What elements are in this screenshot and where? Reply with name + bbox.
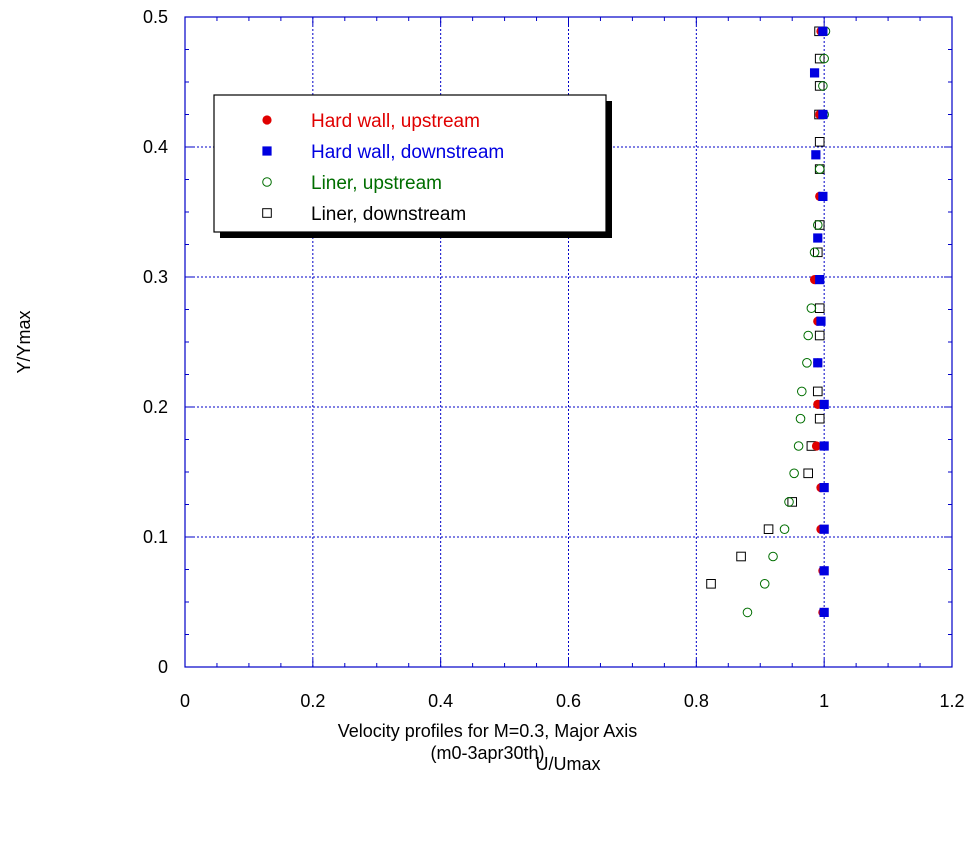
data-point — [784, 497, 794, 507]
legend-marker — [262, 208, 272, 218]
data-point — [809, 247, 820, 258]
data-point — [806, 303, 817, 314]
data-point — [803, 330, 813, 341]
data-point — [768, 551, 778, 562]
ticks — [184, 16, 953, 668]
data-point — [812, 247, 823, 258]
data-point — [706, 579, 716, 589]
data-point — [803, 468, 813, 479]
data-point — [819, 53, 829, 64]
x-tick-label: 0.4 — [428, 691, 453, 711]
y-axis-label: Y/Ymax — [14, 310, 34, 373]
data-point — [816, 316, 826, 326]
y-tick-label: 0 — [158, 657, 168, 677]
legend-items: Hard wall, upstream Hard wall, downstream… — [262, 111, 504, 225]
data-point — [812, 220, 823, 230]
x-tick-label: 1.2 — [939, 691, 964, 711]
data-point — [819, 566, 829, 576]
data-point — [814, 330, 825, 341]
caption: Velocity profiles for M=0.3, Major Axis … — [0, 720, 975, 764]
data-point — [819, 399, 829, 409]
data-point — [759, 579, 770, 589]
y-tick-label: 0.1 — [143, 527, 168, 547]
data-point — [793, 441, 804, 451]
legend-marker — [262, 146, 272, 156]
data-point — [818, 109, 828, 120]
data-point — [818, 191, 828, 201]
legend-box — [213, 94, 607, 233]
x-tick-label: 0.2 — [300, 691, 325, 711]
data-point — [814, 164, 825, 174]
data-point — [763, 524, 774, 535]
data-point — [819, 483, 829, 493]
y-tick-label: 0.2 — [143, 397, 168, 417]
data-point — [814, 303, 825, 313]
caption-line-1: Velocity profiles for M=0.3, Major Axis — [337, 721, 638, 741]
data-point — [814, 81, 825, 91]
y-tick-label: 0.5 — [143, 7, 168, 27]
data-point — [796, 386, 807, 397]
data-point — [742, 607, 753, 618]
data-point — [814, 53, 825, 64]
x-tick-label: 0.8 — [684, 691, 709, 711]
x-tick-label: 1 — [819, 691, 829, 711]
data-point — [819, 524, 829, 534]
data-point — [813, 233, 823, 243]
data-point — [814, 137, 825, 147]
y-tick-label: 0.4 — [143, 137, 168, 157]
y-tick-label: 0.3 — [143, 267, 168, 287]
data-point — [814, 220, 825, 230]
x-tick-label: 0 — [180, 691, 190, 711]
data-point — [819, 607, 829, 617]
data-point — [819, 441, 829, 451]
data-point — [818, 81, 828, 91]
data-point — [802, 358, 812, 368]
legend-label: Hard wall, downstream — [311, 142, 504, 163]
data-point — [814, 413, 825, 424]
legend: Hard wall, upstream Hard wall, downstream… — [213, 94, 612, 238]
x-tick-label: 0.6 — [556, 691, 581, 711]
data-point — [809, 68, 820, 78]
data-point — [818, 26, 828, 36]
data-points — [706, 26, 831, 618]
data-point — [779, 524, 790, 535]
data-point — [811, 150, 821, 160]
data-point — [811, 441, 822, 451]
data-point — [789, 468, 799, 479]
data-point — [795, 413, 806, 424]
data-point — [815, 275, 825, 285]
caption-line-2: (m0-3apr30th) — [430, 743, 545, 763]
legend-label: Liner, downstream — [311, 204, 466, 225]
legend-marker — [262, 115, 272, 125]
data-point — [787, 497, 798, 507]
legend-label: Liner, upstream — [311, 173, 442, 194]
legend-marker — [262, 177, 272, 187]
legend-label: Hard wall, upstream — [311, 111, 480, 132]
tick-labels: 0 0.2 0.4 0.6 0.8 1 1.2 0 0.1 0.2 0.3 0.4 0.5 — [143, 7, 965, 711]
data-point — [812, 386, 823, 397]
x-axis-label: U/Umax — [535, 754, 600, 774]
data-point — [736, 551, 746, 562]
data-point — [813, 358, 823, 368]
